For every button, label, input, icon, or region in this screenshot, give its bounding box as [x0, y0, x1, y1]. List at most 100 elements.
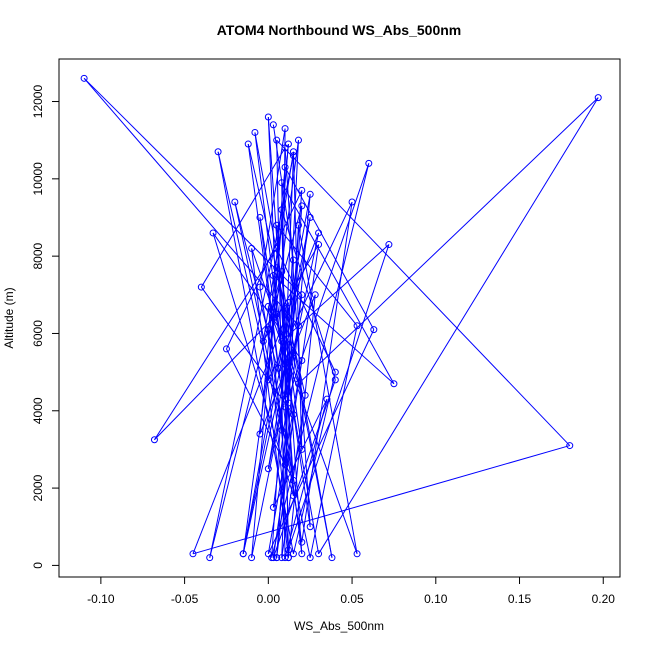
series-points [80, 74, 602, 562]
data-point [566, 442, 574, 450]
data-point [189, 550, 197, 558]
series-segment [281, 395, 306, 558]
series-segment [301, 201, 353, 543]
data-point [315, 229, 323, 237]
data-point [289, 148, 297, 156]
data-point [264, 302, 272, 310]
data-point [298, 202, 306, 210]
data-point [248, 554, 256, 562]
series-lines [83, 77, 599, 558]
y-tick-label: 4000 [31, 397, 45, 424]
series-segment [272, 275, 311, 527]
data-point [289, 152, 297, 160]
data-point [284, 387, 292, 395]
data-point [278, 268, 286, 276]
data-point [273, 136, 281, 144]
series-segment [281, 244, 390, 342]
data-point [323, 395, 331, 403]
data-point [298, 186, 306, 194]
series-segment [247, 143, 279, 369]
data-point [251, 128, 259, 136]
series-segment [287, 244, 390, 551]
series-segment [281, 209, 289, 558]
data-point [214, 148, 222, 156]
data-point [281, 125, 289, 133]
data-point [306, 554, 314, 562]
data-point [269, 554, 277, 562]
data-point [273, 310, 281, 318]
data-point [222, 345, 230, 353]
data-point [281, 144, 289, 152]
series-segment [267, 205, 303, 330]
data-point [239, 550, 247, 558]
data-point [273, 264, 281, 272]
data-point [289, 476, 297, 484]
series-segment [267, 306, 286, 465]
series-segment [267, 329, 289, 550]
y-tick-label: 0 [31, 562, 45, 569]
series-segment [247, 143, 306, 396]
data-point [274, 364, 282, 372]
series-segment [273, 275, 395, 385]
series-segment [309, 325, 358, 558]
data-point [273, 244, 281, 252]
data-point [298, 357, 306, 365]
data-point [80, 74, 88, 82]
data-point [294, 136, 302, 144]
series-segment [287, 294, 316, 558]
data-point [248, 244, 256, 252]
data-point [594, 94, 602, 102]
data-point [150, 436, 158, 444]
series-segment [276, 139, 571, 446]
data-point [306, 190, 314, 198]
data-point [331, 368, 339, 376]
data-point [353, 550, 361, 558]
y-tick-label: 2000 [31, 474, 45, 501]
data-point [273, 554, 281, 562]
data-point [278, 426, 286, 434]
data-point [281, 360, 289, 368]
data-point [353, 322, 361, 330]
series-segment [284, 140, 299, 400]
data-point [256, 283, 264, 291]
data-point [284, 299, 292, 307]
data-point [278, 179, 286, 187]
data-point [284, 399, 292, 407]
y-tick-label: 6000 [31, 320, 45, 347]
data-point [289, 349, 297, 357]
y-tick-label: 10000 [31, 162, 45, 196]
data-point [370, 326, 378, 334]
data-point [278, 337, 286, 345]
y-tick-label: 12000 [31, 85, 45, 119]
series-segment [242, 140, 299, 554]
data-point [264, 465, 272, 473]
data-point [206, 554, 214, 562]
data-point [264, 550, 272, 558]
series-segment [242, 341, 283, 554]
series-segment [318, 97, 599, 555]
data-point [264, 326, 272, 334]
data-point [385, 241, 393, 249]
series-segment [192, 445, 570, 555]
data-point [289, 411, 297, 419]
series-segment [254, 132, 289, 404]
x-tick-label: 0.20 [592, 592, 616, 606]
chart-title: ATOM4 Northbound WS_Abs_500nm [217, 22, 462, 38]
series-segment [271, 302, 289, 558]
x-tick-label: 0.00 [257, 592, 281, 606]
x-axis-title: WS_Abs_500nm [294, 619, 384, 633]
data-point [348, 198, 356, 206]
data-point [269, 121, 277, 129]
data-point [278, 554, 286, 562]
data-point [264, 376, 272, 384]
y-axis: 0 2000 4000 6000 8000 10000 12000 [31, 85, 60, 569]
data-point [231, 198, 239, 206]
data-point [315, 241, 323, 249]
y-axis-title: Altitude (m) [2, 287, 16, 348]
series-segment [234, 201, 311, 558]
data-point [331, 376, 339, 384]
data-point [278, 206, 286, 214]
data-point [289, 256, 297, 264]
data-point [289, 550, 297, 558]
